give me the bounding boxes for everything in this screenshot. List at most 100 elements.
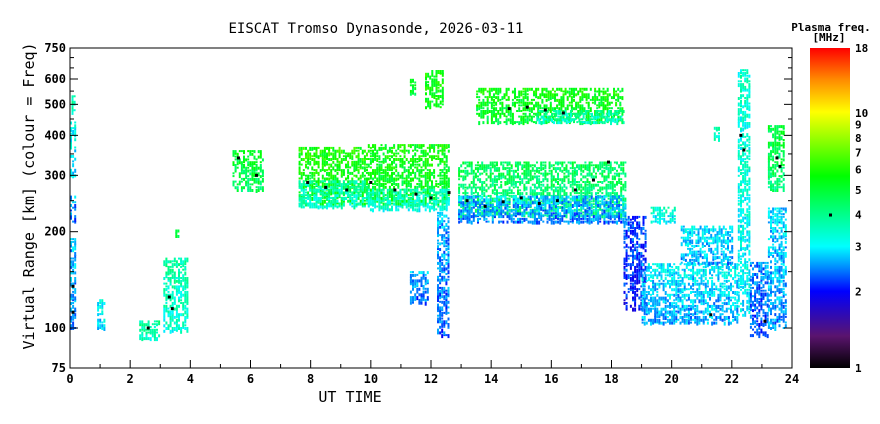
echo-point <box>443 196 446 201</box>
echo-point <box>642 218 645 222</box>
echo-point <box>443 202 446 205</box>
echo-point <box>559 212 562 216</box>
echo-point <box>589 110 592 112</box>
echo-point <box>153 328 156 333</box>
echo-point <box>139 334 142 338</box>
echo-point <box>355 160 358 165</box>
echo-point <box>321 158 324 161</box>
echo-point <box>582 164 585 169</box>
echo-point <box>624 181 627 184</box>
echo-point <box>357 169 360 173</box>
echo-point <box>313 169 316 172</box>
echo-point <box>629 240 632 244</box>
echo-point <box>431 86 434 91</box>
echo-point <box>523 195 526 200</box>
echo-point <box>359 166 362 170</box>
echo-point <box>255 186 258 189</box>
echo-point <box>487 164 490 168</box>
echo-point <box>533 121 535 124</box>
echo-point <box>490 110 493 113</box>
echo-point <box>616 206 618 210</box>
echo-point <box>571 172 574 176</box>
echo-point <box>412 202 414 206</box>
echo-point <box>236 152 239 156</box>
echo-point <box>618 195 621 199</box>
echo-point <box>495 107 498 112</box>
echo-point <box>624 200 627 203</box>
echo-point <box>482 107 485 110</box>
echo-point <box>367 158 370 160</box>
echo-point <box>313 197 316 201</box>
echo-point <box>607 115 610 118</box>
echo-point <box>441 289 444 293</box>
echo-point <box>395 149 398 152</box>
echo-point <box>512 204 515 208</box>
echo-point <box>72 293 75 298</box>
echo-point <box>347 191 350 195</box>
echo-point <box>380 183 383 187</box>
echo-point <box>165 293 168 297</box>
echo-point <box>332 155 335 159</box>
echo-point <box>300 205 303 209</box>
echo-point <box>391 166 393 170</box>
echo-point <box>607 186 610 190</box>
echo-point <box>529 172 532 176</box>
echo-point <box>482 104 485 107</box>
echo-point <box>74 124 77 129</box>
echo-point <box>523 209 526 213</box>
echo-point <box>549 104 552 108</box>
echo-point <box>443 155 446 159</box>
echo-point <box>345 155 347 160</box>
echo-point <box>319 180 322 184</box>
echo-point <box>573 175 576 178</box>
echo-point <box>479 186 482 191</box>
echo-point <box>506 189 509 193</box>
echo-point <box>431 78 434 83</box>
echo-point <box>618 206 621 211</box>
echo-point <box>605 183 608 187</box>
echo-point <box>540 200 543 203</box>
echo-point <box>447 188 450 191</box>
echo-point <box>620 178 623 181</box>
echo-point <box>336 149 339 153</box>
echo-point <box>576 192 578 195</box>
echo-point <box>347 163 350 168</box>
echo-point <box>555 112 558 117</box>
echo-point <box>367 197 370 201</box>
echo-point <box>508 175 511 179</box>
echo-point <box>186 327 189 330</box>
echo-point <box>70 318 72 323</box>
echo-point <box>424 160 427 164</box>
echo-point <box>489 175 492 179</box>
echo-point <box>184 327 187 330</box>
echo-point <box>249 183 252 186</box>
echo-point <box>618 118 621 121</box>
echo-point <box>493 186 496 190</box>
echo-point <box>641 274 644 279</box>
echo-point <box>330 180 333 185</box>
echo-point <box>357 158 360 161</box>
echo-point <box>525 172 528 176</box>
echo-point <box>576 214 578 218</box>
echo-point <box>548 215 551 219</box>
echo-point <box>412 271 414 274</box>
echo-point <box>351 185 354 188</box>
echo-point <box>74 257 77 262</box>
echo-point <box>70 240 72 245</box>
echo-point <box>388 177 391 181</box>
echo-point <box>486 98 489 103</box>
echo-point <box>412 89 414 94</box>
echo-point <box>395 205 398 209</box>
echo-point <box>330 152 333 156</box>
echo-point <box>660 266 663 269</box>
echo-point <box>321 185 324 188</box>
echo-point <box>386 199 389 204</box>
echo-point <box>416 169 419 173</box>
echo-point <box>480 87 483 91</box>
echo-point <box>422 188 425 192</box>
echo-point <box>615 98 618 101</box>
echo-point <box>338 191 341 195</box>
echo-point <box>634 227 637 231</box>
echo-point <box>623 277 626 279</box>
echo-point <box>72 313 75 317</box>
